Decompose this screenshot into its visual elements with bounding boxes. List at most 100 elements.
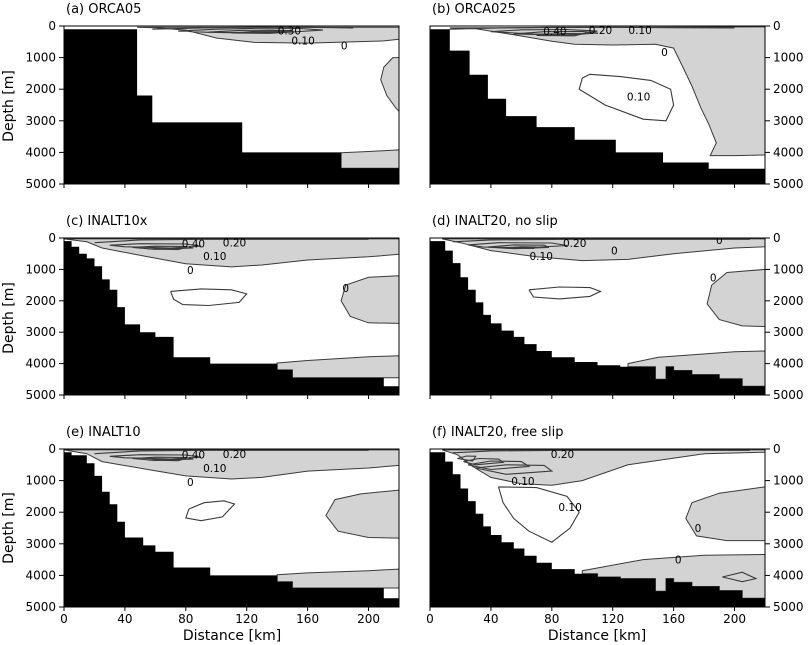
panel-5-contour-5	[185, 500, 236, 522]
panel-6-y-tick-label-4: 3000	[773, 537, 804, 551]
y-axis-title-middle: Depth [m]	[1, 282, 17, 354]
panel-1-y-tick-label-4: 3000	[25, 114, 56, 128]
panel-4-contour-1	[452, 238, 750, 243]
panel-4-y-tick-label-2: 1000	[773, 262, 804, 276]
panel-6-shaded-region-2	[685, 486, 765, 542]
panel-3-contour-label-5: 0	[342, 283, 349, 295]
panel-4-contour-4	[503, 246, 537, 249]
panel-5-x-tick-label-6: 200	[357, 612, 380, 626]
panel-3-contour-label-1: 0.40	[182, 238, 205, 250]
panel-1-y-tick-label-5: 4000	[25, 145, 56, 159]
panel-4: 0.20 0.10 0 0 0 0 1000 2000 3000 4000 5000 (d) INAL…	[429, 214, 804, 402]
panel-6-contour-5	[475, 464, 554, 475]
panel-3-y-tick-label-5: 4000	[25, 357, 56, 371]
panel-3-plot-area: 0.40 0.200.10 0 0	[64, 238, 399, 395]
panel-6-contour-label-3: 0.10	[558, 502, 581, 514]
panel-3-y-tick-label-3: 2000	[25, 294, 56, 308]
panel-1-contour-1	[152, 26, 354, 30]
panel-2-contour-label-2: 0.20	[589, 25, 612, 37]
panel-5-contour-1	[94, 449, 369, 455]
panel-5-title: (e) INALT10	[66, 425, 141, 440]
panel-1-shaded-region-3	[340, 149, 399, 169]
panel-4-y-tick-label-3: 2000	[773, 294, 804, 308]
panel-3-frame	[63, 237, 400, 396]
panel-6-x-tick-label-1: 0	[426, 612, 434, 626]
panel-3-y-tick-label-1: 0	[48, 231, 56, 245]
panel-2-contour-label-5: 0.10	[627, 92, 650, 104]
panel-6-contour-1	[452, 449, 750, 454]
panel-3: 0.40 0.200.10 0 0 0 1000 2000 3000 4000 5000 (c) I…	[25, 214, 400, 402]
panel-3-contour-label-4: 0	[187, 265, 194, 277]
panel-5-x-tick-label-2: 40	[117, 612, 132, 626]
panel-6-title: (f) INALT20, free slip	[432, 425, 564, 440]
panel-2-bathymetry	[430, 26, 765, 184]
panel-6-shaded-region-1	[442, 449, 765, 486]
panel-5: 0.40 0.20 0.10 0 0 1000 2000 3000 4000 5000 0 40 80 1…	[25, 425, 400, 626]
panel-3-shaded-region-3	[276, 355, 399, 379]
panel-5-y-tick-label-3: 2000	[25, 505, 56, 519]
panel-5-shaded-region-2	[325, 489, 399, 539]
panel-2-y-tick-label-1: 0	[773, 19, 781, 33]
panel-6-plot-area: 0.20 0.10 0.10 0 0	[430, 449, 765, 607]
panel-4-contour-2	[468, 242, 568, 249]
panel-2-y-tick-label-5: 4000	[773, 145, 804, 159]
panel-6-x-tick-label-2: 40	[483, 612, 498, 626]
panel-4-bathymetry	[430, 238, 765, 395]
panel-6-contour-label-2: 0.10	[511, 476, 534, 488]
panel-6-contour-2	[457, 455, 477, 462]
panel-1: 0.300.10 0 0 1000 2000 3000 4000 5000 (a) ORCA05	[25, 2, 400, 191]
panel-1-y-tick-label-2: 1000	[25, 51, 56, 65]
panel-5-contour-2	[109, 454, 202, 460]
panel-3-shaded-region-2	[340, 275, 399, 324]
panel-3-contour-label-2: 0.20	[223, 238, 246, 250]
panel-5-contour-label-2: 0.20	[223, 449, 246, 461]
panel-1-contour-label-2: 0.10	[291, 36, 314, 48]
panel-3-shaded-region-1	[64, 238, 399, 268]
panel-5-contour-label-3: 0.10	[203, 463, 226, 475]
panel-1-plot-area: 0.300.10 0	[64, 26, 399, 184]
panel-1-contour-label-1: 0.30	[278, 26, 301, 38]
panel-4-y-tick-label-6: 5000	[773, 388, 804, 402]
panel-2-contour-4	[536, 33, 583, 37]
panel-5-shaded-region-3	[276, 568, 399, 589]
panel-5-x-tick-label-3: 80	[178, 612, 193, 626]
panel-5-bathymetry	[64, 449, 399, 607]
panel-1-y-tick-label-1: 0	[48, 19, 56, 33]
panel-4-contour-label-1: 0.20	[563, 238, 586, 250]
panel-1-y-tick-label-3: 2000	[25, 82, 56, 96]
panel-6-contour-4	[467, 460, 531, 471]
panel-6-contour-7	[722, 571, 758, 583]
panel-3-contour-1	[94, 238, 369, 244]
panel-2-y-tick-label-3: 2000	[773, 82, 804, 96]
x-axis-title-left: Distance [km]	[183, 628, 281, 644]
panel-1-contour-4	[231, 30, 293, 34]
panel-2-contour-label-1: 0.40	[543, 26, 566, 38]
panel-4-contour-5	[528, 286, 602, 300]
panel-6-x-tick-label-3: 80	[544, 612, 559, 626]
panel-6-contour-label-1: 0.20	[551, 449, 574, 461]
panel-5-x-tick-label-5: 160	[296, 612, 319, 626]
panel-2-contour-5	[578, 73, 675, 122]
panel-4-frame	[429, 237, 766, 396]
panel-2-y-tick-label-4: 3000	[773, 114, 804, 128]
panel-4-title: (d) INALT20, no slip	[432, 214, 558, 229]
panel-6: 0.20 0.10 0.10 0 0 0 1000 2000 3000 4000 5000 0 40 80…	[426, 425, 803, 626]
panel-4-contour-label-5: 0	[710, 272, 717, 284]
panel-3-contour-5	[170, 288, 248, 307]
panel-6-frame	[429, 448, 766, 608]
panel-4-contour-label-4: 0	[716, 235, 723, 247]
panel-6-contour-label-5: 0	[675, 555, 682, 567]
panel-6-x-tick-label-6: 200	[723, 612, 746, 626]
panel-4-y-tick-label-4: 3000	[773, 325, 804, 339]
panel-2-contour-1	[449, 26, 735, 30]
panel-5-y-tick-label-2: 1000	[25, 474, 56, 488]
panel-3-contour-2	[109, 243, 202, 249]
panel-2-frame	[429, 25, 766, 185]
panel-5-contour-label-4: 0	[187, 477, 194, 489]
panel-2-plot-area: 0.40 0.20 0.10 0 0.10	[430, 25, 765, 184]
panel-6-contour-label-4: 0	[695, 523, 702, 535]
panel-5-contour-label-1: 0.40	[182, 449, 205, 461]
panel-2: 0.40 0.20 0.10 0 0.10 0 1000 2000 3000 4000 5000 (b…	[429, 2, 804, 191]
